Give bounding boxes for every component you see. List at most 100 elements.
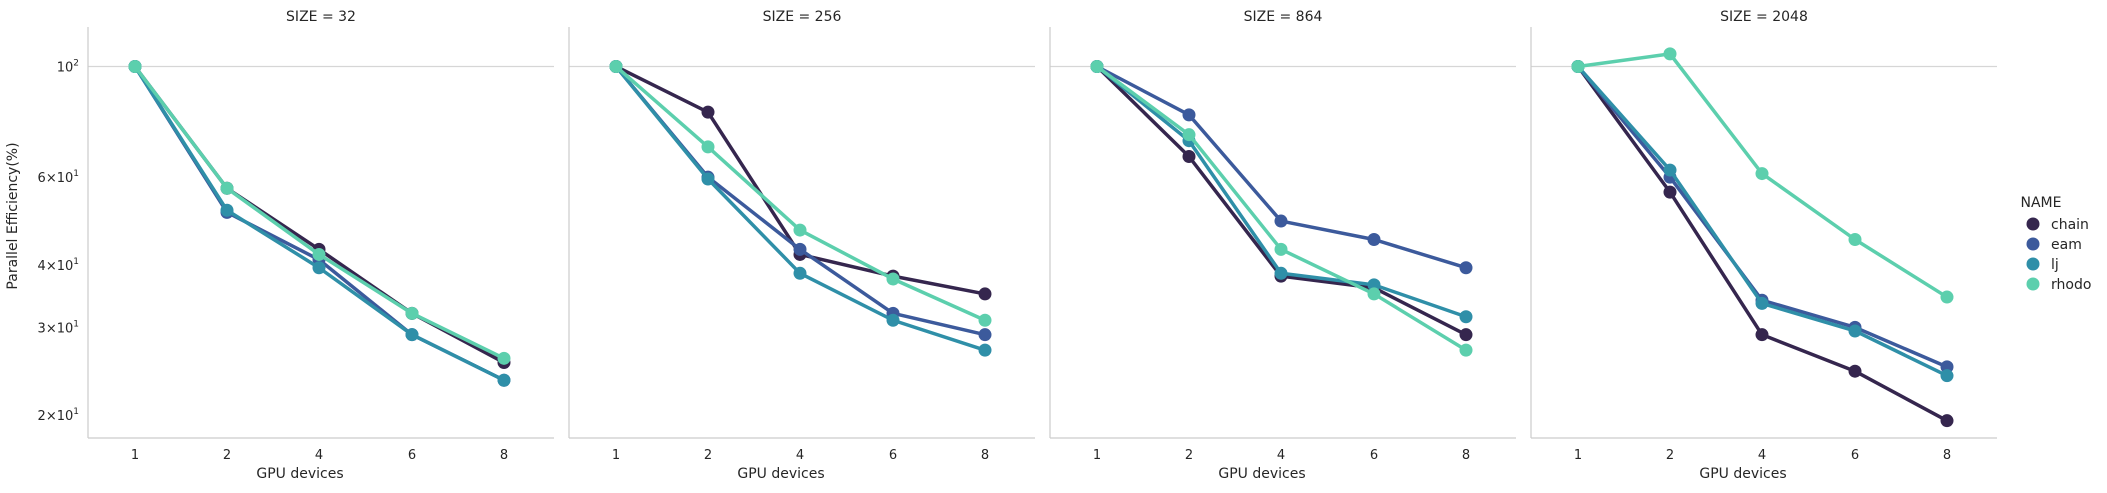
x-tick-label: 8 bbox=[500, 448, 508, 463]
x-tick-label: 4 bbox=[1758, 448, 1766, 463]
y-tick-label: 102 bbox=[57, 58, 79, 75]
data-point-lj bbox=[1940, 369, 1954, 383]
data-point-lj bbox=[1663, 163, 1677, 177]
series-line-rhodo bbox=[133, 65, 505, 360]
data-point-rhodo bbox=[609, 59, 623, 73]
data-point-rhodo bbox=[793, 223, 807, 237]
data-point-lj bbox=[1848, 324, 1862, 338]
data-point-lj bbox=[1274, 266, 1288, 280]
data-point-rhodo bbox=[220, 181, 234, 195]
x-tick-label: 1 bbox=[131, 448, 139, 463]
data-point-rhodo bbox=[497, 351, 511, 365]
facet-panel-1: SIZE = 32 1 2 4 6 8 GPU devices 2×101 3×101 4×101… bbox=[38, 9, 554, 482]
x-tick-label: 2 bbox=[223, 448, 231, 463]
y-tick-label: 6×101 bbox=[38, 169, 79, 186]
legend-marker-rhodo bbox=[2026, 277, 2040, 291]
x-axis-label: GPU devices bbox=[1699, 466, 1786, 482]
legend-marker-eam bbox=[2026, 237, 2040, 251]
data-point-rhodo bbox=[128, 59, 142, 73]
data-point-rhodo bbox=[1274, 242, 1288, 256]
x-tick-label: 8 bbox=[1462, 448, 1470, 463]
y-tick-label: 4×101 bbox=[38, 257, 79, 274]
series-line-chain bbox=[133, 65, 505, 365]
data-point-eam bbox=[1459, 261, 1473, 275]
data-point-eam bbox=[1274, 214, 1288, 228]
y-tick-label: 3×101 bbox=[38, 319, 79, 336]
data-point-eam bbox=[793, 242, 807, 256]
data-point-lj bbox=[793, 266, 807, 280]
data-point-lj bbox=[312, 261, 326, 275]
data-point-eam bbox=[978, 328, 992, 342]
x-axis-label: GPU devices bbox=[1218, 466, 1305, 482]
data-point-lj bbox=[978, 343, 992, 357]
series-line-chain bbox=[1576, 65, 1948, 423]
data-point-lj bbox=[886, 313, 900, 327]
data-point-rhodo bbox=[1571, 59, 1585, 73]
legend-marker-chain bbox=[2026, 217, 2040, 231]
facet-panels: SIZE = 32 1 2 4 6 8 GPU devices 2×101 3×101 4×101… bbox=[38, 9, 1997, 482]
x-tick-label: 6 bbox=[408, 448, 416, 463]
x-axis-label: GPU devices bbox=[256, 466, 343, 482]
x-tick-label: 8 bbox=[1943, 448, 1951, 463]
data-point-lj bbox=[220, 203, 234, 217]
x-tick-label: 2 bbox=[1185, 448, 1193, 463]
data-point-chain bbox=[1459, 328, 1473, 342]
legend-label-rhodo: rhodo bbox=[2051, 277, 2091, 293]
x-axis-label: GPU devices bbox=[737, 466, 824, 482]
series-line-eam bbox=[1096, 64, 1467, 270]
x-tick-label: 2 bbox=[704, 448, 712, 463]
legend-label-chain: chain bbox=[2051, 217, 2089, 233]
x-tick-label: 4 bbox=[1277, 448, 1285, 463]
legend: NAME chain eam lj rhodo bbox=[2021, 195, 2092, 293]
data-point-rhodo bbox=[701, 140, 715, 154]
data-point-lj bbox=[701, 172, 715, 186]
x-tick-label: 1 bbox=[1574, 448, 1582, 463]
data-point-lj bbox=[497, 373, 511, 387]
facet-panel-3: SIZE = 864 1 2 4 6 8 GPU devices bbox=[1049, 9, 1516, 482]
data-point-rhodo bbox=[312, 247, 326, 261]
panel-title: SIZE = 2048 bbox=[1720, 9, 1808, 25]
data-point-lj bbox=[1367, 278, 1381, 292]
panel-title: SIZE = 32 bbox=[286, 9, 356, 25]
data-point-rhodo bbox=[405, 306, 419, 320]
data-point-lj bbox=[405, 328, 419, 342]
data-point-rhodo bbox=[1367, 287, 1381, 301]
x-tick-label: 4 bbox=[796, 448, 804, 463]
x-tick-label: 6 bbox=[1851, 448, 1859, 463]
legend-label-eam: eam bbox=[2051, 237, 2082, 253]
data-point-rhodo bbox=[978, 313, 992, 327]
data-point-rhodo bbox=[1459, 343, 1473, 357]
x-tick-label: 2 bbox=[1666, 448, 1674, 463]
x-tick-label: 6 bbox=[889, 448, 897, 463]
data-point-rhodo bbox=[1755, 167, 1769, 181]
x-tick-label: 1 bbox=[1093, 448, 1101, 463]
data-point-chain bbox=[1182, 150, 1196, 164]
y-tick-label: 2×101 bbox=[38, 407, 79, 424]
data-point-rhodo bbox=[1090, 59, 1104, 73]
facet-panel-2: SIZE = 256 1 2 4 6 8 GPU devices bbox=[568, 9, 1035, 482]
data-point-rhodo bbox=[1182, 128, 1196, 142]
data-point-rhodo bbox=[1848, 232, 1862, 246]
legend-marker-lj bbox=[2026, 257, 2040, 271]
facet-panel-4: SIZE = 2048 1 2 4 6 8 GPU devices bbox=[1530, 9, 1997, 482]
series-line-lj bbox=[614, 65, 986, 352]
x-tick-label: 6 bbox=[1370, 448, 1378, 463]
x-tick-label: 4 bbox=[315, 448, 323, 463]
legend-label-lj: lj bbox=[2051, 257, 2059, 273]
data-point-chain bbox=[1848, 364, 1862, 378]
data-point-rhodo bbox=[1940, 290, 1954, 304]
x-tick-label: 8 bbox=[981, 448, 989, 463]
data-point-eam bbox=[1367, 232, 1381, 246]
data-point-rhodo bbox=[886, 272, 900, 286]
y-axis-label: Parallel Efficiency(%) bbox=[5, 142, 21, 289]
data-point-lj bbox=[1755, 296, 1769, 310]
panel-title: SIZE = 256 bbox=[763, 9, 842, 25]
x-tick-label: 1 bbox=[612, 448, 620, 463]
data-point-chain bbox=[1755, 328, 1769, 342]
panel-title: SIZE = 864 bbox=[1244, 9, 1323, 25]
data-point-chain bbox=[1663, 185, 1677, 199]
data-point-chain bbox=[978, 287, 992, 301]
legend-title: NAME bbox=[2021, 195, 2062, 211]
